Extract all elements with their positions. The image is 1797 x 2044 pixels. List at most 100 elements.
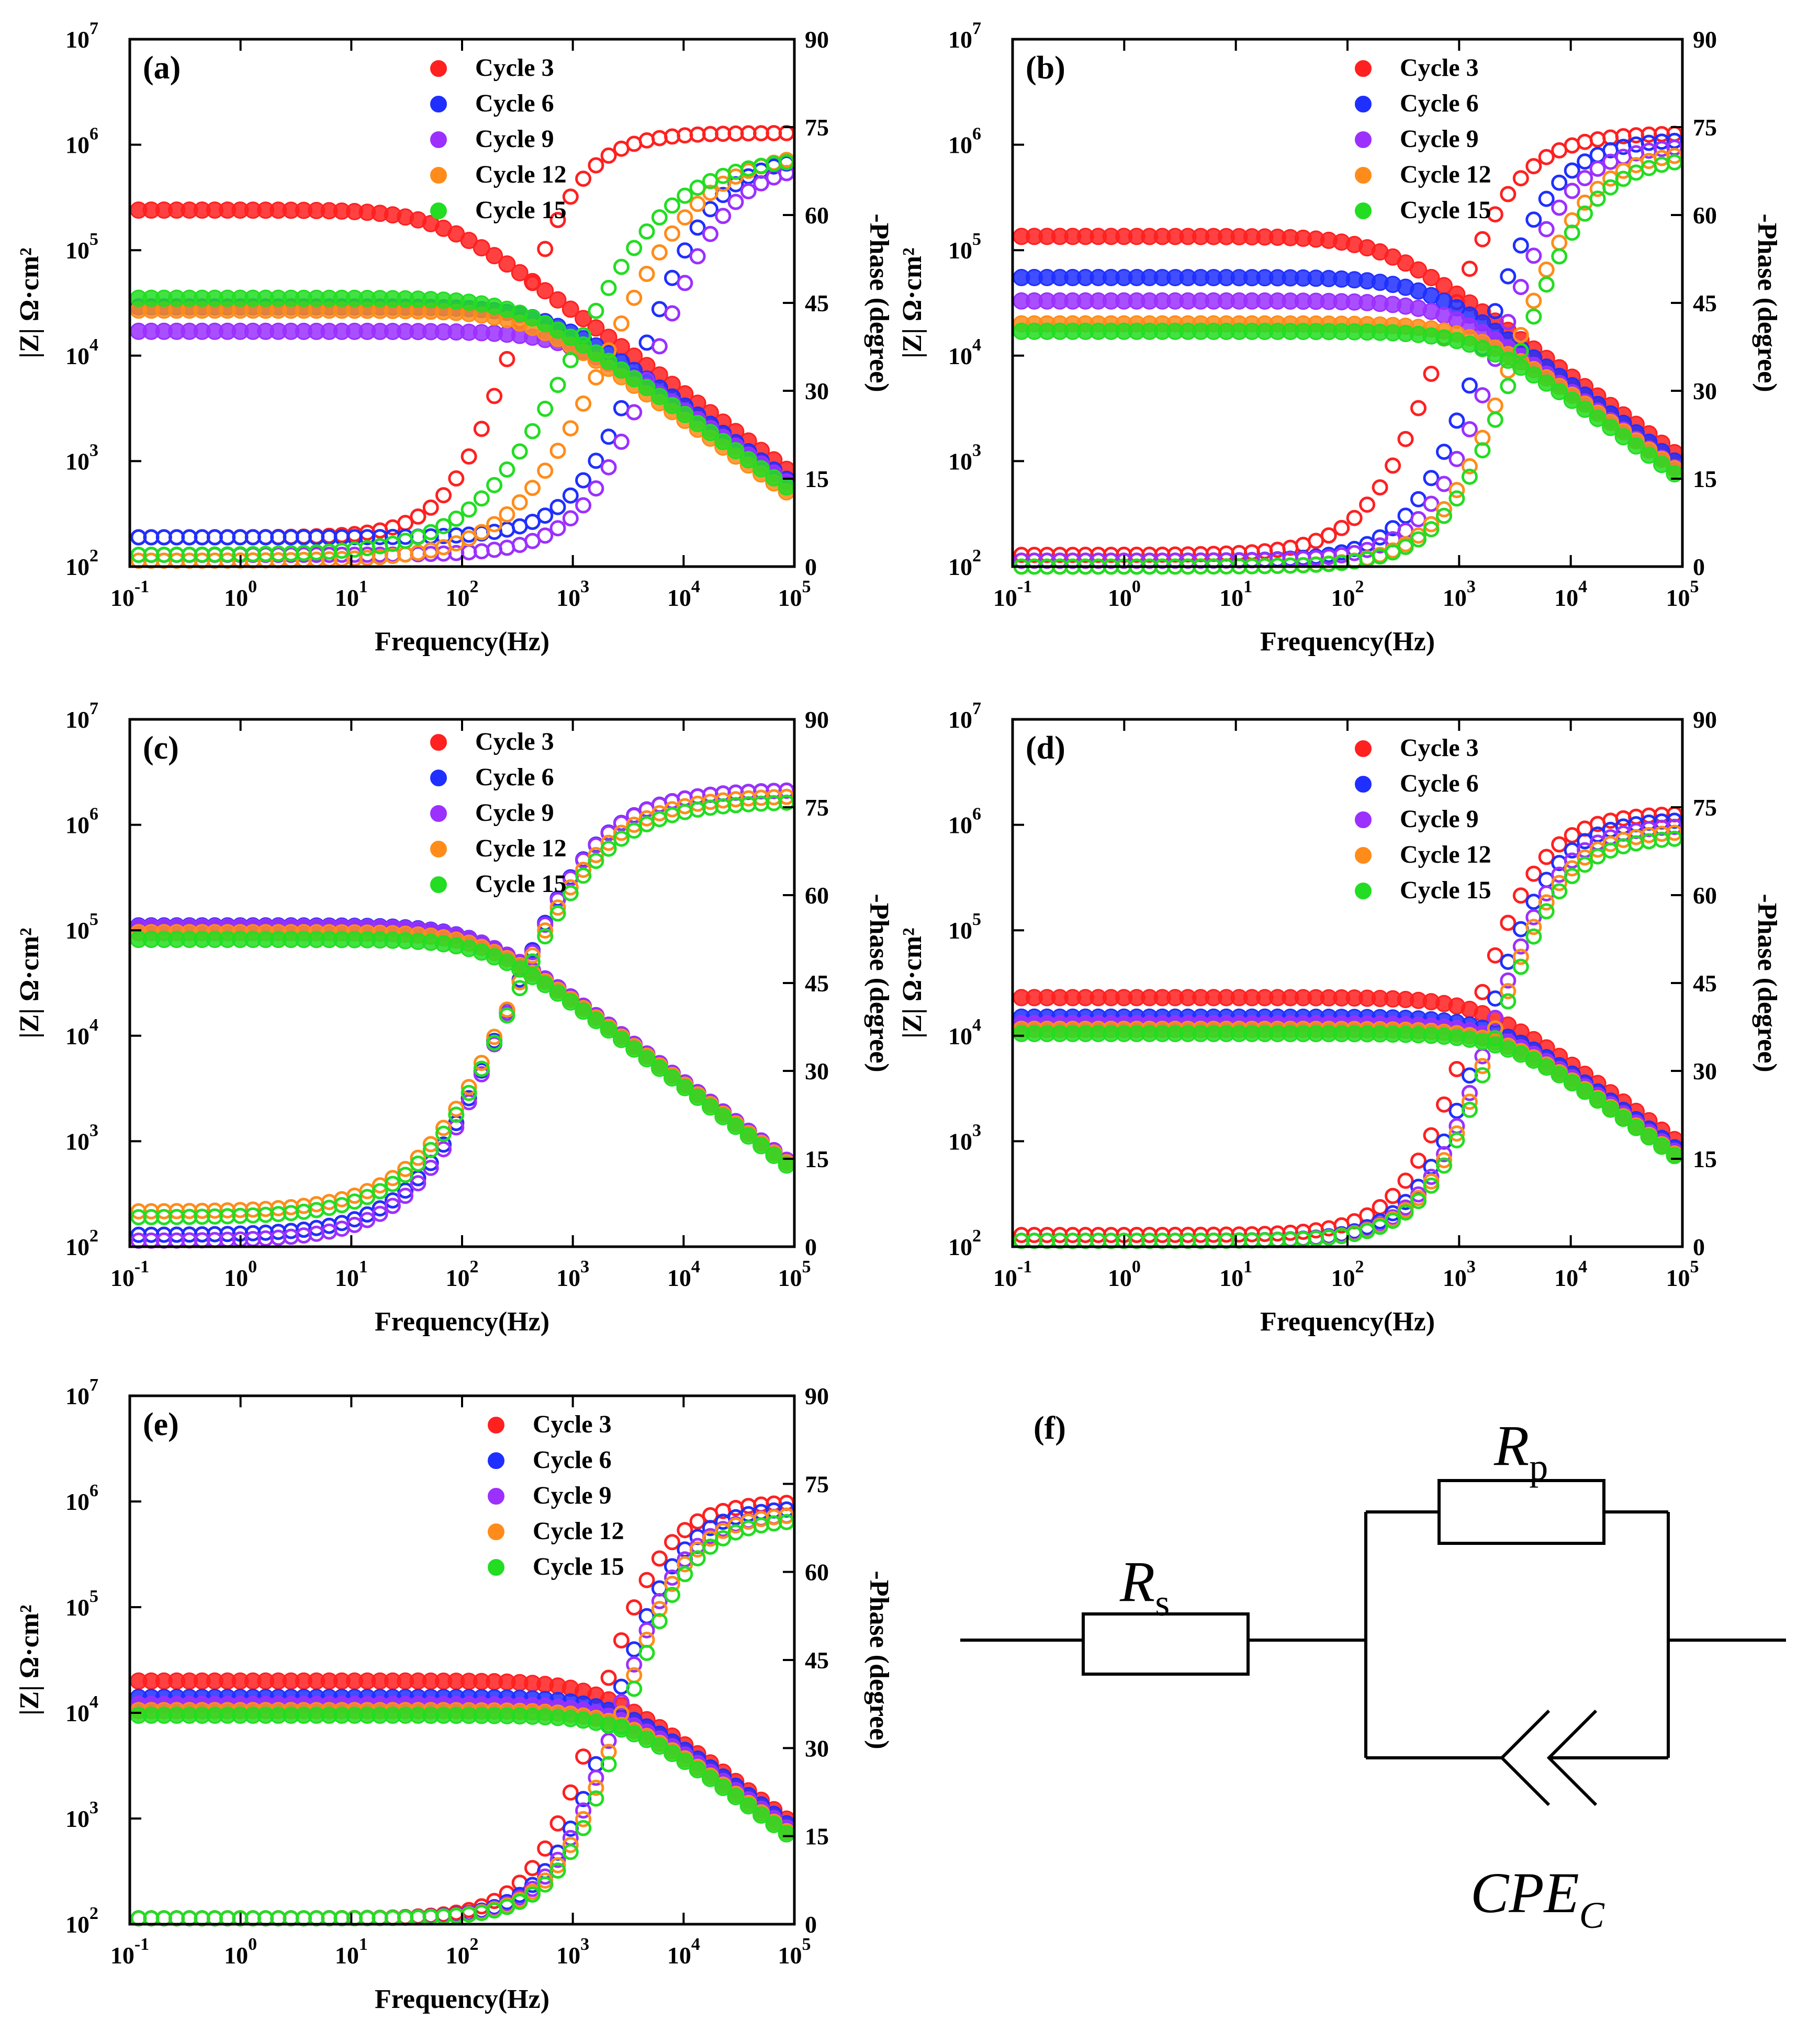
phase-point [664, 197, 680, 214]
legend-label: Cycle 3 [1400, 54, 1479, 82]
y-tick-label: 107 [65, 699, 98, 733]
y-tick-exp: 2 [972, 546, 981, 566]
phase-point [1551, 199, 1568, 216]
modulus-point [689, 415, 706, 433]
x-tick-label: 10-1 [110, 1257, 149, 1291]
phase-point [1525, 865, 1542, 882]
phase-point [537, 928, 554, 945]
y2-tick-label: 15 [1693, 466, 1717, 492]
phase-point [1487, 947, 1503, 964]
phase-point [1474, 442, 1491, 459]
phase-point [1448, 1125, 1465, 1142]
phase-point [461, 1094, 477, 1111]
phase-point [473, 524, 490, 540]
modulus-point [1551, 383, 1568, 400]
phase-point [1512, 938, 1529, 955]
phase-point [461, 1085, 477, 1101]
phase-point [1461, 421, 1478, 437]
resistor-rp [1437, 1479, 1605, 1545]
label-cpe: CPEC [1470, 1861, 1605, 1936]
x-tick-base: 10 [446, 584, 470, 611]
phase-point [613, 830, 630, 847]
phase-point [613, 258, 630, 275]
phase-point [1474, 984, 1491, 1000]
x-tick-label: 103 [1443, 577, 1476, 611]
y2-tick-label: 30 [805, 378, 829, 404]
y-tick-base: 10 [65, 448, 89, 475]
legend-marker [430, 167, 447, 184]
phase-point [524, 953, 541, 970]
legend-label: Cycle 6 [1400, 89, 1479, 117]
x-tick-base: 10 [1331, 584, 1355, 611]
phase-point [1525, 292, 1542, 309]
label-rp-sub: p [1529, 1446, 1548, 1488]
phase-point [1538, 849, 1555, 865]
y-tick-base: 10 [65, 343, 89, 369]
y-tick-base: 10 [65, 812, 89, 839]
phase-point [1461, 377, 1478, 394]
x-tick-exp: 1 [359, 1257, 368, 1277]
x-tick-exp: -1 [134, 1257, 149, 1277]
legend-label: Cycle 6 [475, 89, 554, 117]
phase-point [1448, 412, 1465, 429]
modulus-point [625, 1040, 643, 1058]
y-axis-title: |Z| Ω·cm² [15, 928, 44, 1038]
modulus-point [765, 469, 783, 487]
phase-point [588, 157, 604, 174]
modulus-point [1537, 374, 1555, 392]
phase-point [651, 209, 668, 225]
y2-tick-label: 60 [805, 882, 829, 909]
phase-point [702, 225, 718, 242]
phase-point [499, 461, 515, 478]
panel-label: (b) [1026, 50, 1065, 86]
phase-point [461, 448, 477, 465]
x-tick-base: 10 [1443, 584, 1467, 611]
modulus-point [1602, 419, 1620, 436]
phase-point [486, 388, 503, 404]
phase-point [1436, 501, 1452, 517]
phase-point [537, 462, 554, 479]
phase-point [461, 501, 477, 518]
modulus-point [625, 370, 643, 388]
y2-tick-label: 30 [805, 1058, 829, 1085]
y-tick-base: 10 [948, 343, 972, 369]
phase-point [562, 188, 579, 205]
phase-point [372, 1205, 388, 1222]
modulus-point [1512, 358, 1530, 376]
phase-point [1410, 531, 1427, 548]
phase-point [397, 1188, 414, 1204]
phase-point [651, 244, 668, 261]
phase-point [537, 400, 554, 417]
x-tick-base: 10 [224, 584, 248, 611]
y-tick-exp: 6 [89, 805, 98, 824]
phase-point [1410, 400, 1427, 416]
phase-point [588, 853, 604, 869]
phase-point [499, 1007, 515, 1024]
y-tick-base: 10 [948, 26, 972, 53]
modulus-point [714, 433, 732, 450]
legend-marker [430, 202, 447, 219]
phase-point [549, 377, 566, 393]
phase-point [689, 196, 706, 212]
y-tick-base: 10 [65, 237, 89, 264]
modulus-point [714, 1108, 732, 1125]
phase-point [410, 1149, 426, 1166]
phase-point [600, 459, 617, 476]
modulus-point [1563, 391, 1581, 409]
phase-point [397, 1182, 414, 1199]
phase-point [1423, 366, 1440, 382]
x-tick-base: 10 [1219, 584, 1243, 611]
phase-point [422, 1136, 439, 1153]
phase-point [677, 275, 693, 291]
legend-marker [1355, 131, 1372, 148]
y2-tick-label: 90 [1693, 26, 1717, 53]
phase-point [549, 499, 566, 515]
y-tick-exp: 2 [89, 546, 98, 566]
y-tick-exp: 5 [972, 230, 981, 249]
y-tick-base: 10 [65, 26, 89, 53]
y-tick-exp: 3 [89, 1121, 98, 1140]
label-rs-sub: s [1155, 1582, 1170, 1624]
phase-point [1500, 983, 1517, 999]
phase-point [1487, 303, 1503, 320]
modulus-point [638, 1050, 656, 1068]
